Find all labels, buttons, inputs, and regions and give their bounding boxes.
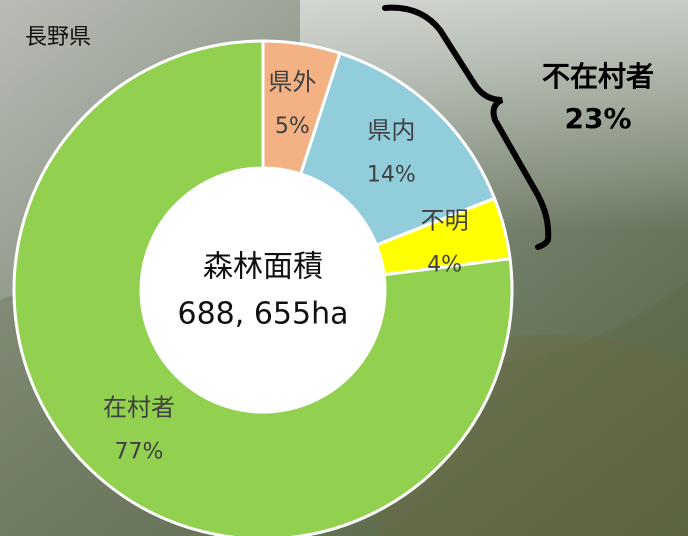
slice-label: 在村者 — [103, 394, 175, 422]
value-label: 5% — [275, 114, 310, 139]
center-label: 森林面積 — [203, 250, 323, 285]
annotation-label: 不在村者 — [542, 60, 654, 93]
slice-label: 県内 — [367, 116, 415, 144]
value-label: 4% — [427, 252, 462, 277]
slice-label: 県外 — [268, 68, 316, 96]
center-value: 688, 655ha — [178, 297, 349, 332]
chart: 長野県 森林面積 688, 655ha 不在村者 23% 県外 5% 県内 14%不明… — [0, 0, 688, 536]
donut-hole — [141, 168, 385, 412]
value-label: 14% — [367, 162, 416, 187]
chart-title: 長野県 — [25, 25, 91, 50]
value-label: 77% — [115, 440, 164, 465]
annotation-value: 23% — [564, 102, 631, 135]
slice-label: 不明 — [421, 206, 469, 234]
